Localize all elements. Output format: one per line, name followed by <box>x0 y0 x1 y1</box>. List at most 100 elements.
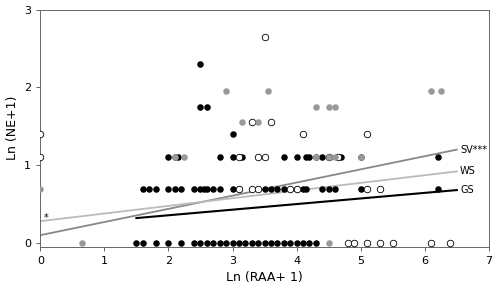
Point <box>363 132 371 136</box>
Point <box>216 155 224 160</box>
Point <box>177 187 185 192</box>
Point <box>197 62 205 66</box>
Point <box>286 187 294 192</box>
Point <box>229 241 237 245</box>
Point <box>331 104 339 109</box>
Point <box>171 187 179 192</box>
Point <box>164 155 172 160</box>
Point <box>376 187 384 192</box>
Point <box>200 187 208 192</box>
Point <box>325 241 333 245</box>
Point <box>242 241 249 245</box>
Point <box>325 187 333 192</box>
Point <box>325 155 333 160</box>
Point <box>434 155 442 160</box>
Point <box>357 155 365 160</box>
Point <box>331 187 339 192</box>
Point <box>273 187 281 192</box>
Point <box>299 132 307 136</box>
Point <box>318 155 326 160</box>
Point <box>235 241 243 245</box>
Point <box>260 187 268 192</box>
Point <box>229 132 237 136</box>
Point <box>229 187 237 192</box>
Point <box>254 187 262 192</box>
Point <box>299 241 307 245</box>
Point <box>363 241 371 245</box>
Point <box>318 187 326 192</box>
X-axis label: Ln (RAA+ 1): Ln (RAA+ 1) <box>226 271 303 284</box>
Point <box>164 187 172 192</box>
Point <box>209 187 217 192</box>
Point <box>164 241 172 245</box>
Point <box>238 155 246 160</box>
Point <box>286 241 294 245</box>
Point <box>197 241 205 245</box>
Point <box>254 155 262 160</box>
Point <box>36 132 44 136</box>
Point <box>190 187 198 192</box>
Point <box>235 155 243 160</box>
Point <box>222 89 230 94</box>
Point <box>145 187 153 192</box>
Point <box>344 241 352 245</box>
Point <box>427 241 435 245</box>
Point <box>280 241 288 245</box>
Point <box>350 241 358 245</box>
Y-axis label: Ln (NE+1): Ln (NE+1) <box>5 96 18 160</box>
Point <box>36 187 44 192</box>
Point <box>197 187 205 192</box>
Point <box>357 187 365 192</box>
Point <box>203 241 211 245</box>
Point <box>171 155 179 160</box>
Point <box>203 187 211 192</box>
Point <box>267 241 275 245</box>
Point <box>78 241 86 245</box>
Text: WS: WS <box>460 166 476 176</box>
Point <box>216 241 224 245</box>
Point <box>293 187 301 192</box>
Point <box>248 241 256 245</box>
Point <box>209 241 217 245</box>
Point <box>151 241 159 245</box>
Point <box>267 187 275 192</box>
Point <box>363 187 371 192</box>
Point <box>389 241 397 245</box>
Text: SV***: SV*** <box>460 145 487 155</box>
Point <box>254 241 262 245</box>
Point <box>222 241 230 245</box>
Point <box>312 104 320 109</box>
Point <box>325 155 333 160</box>
Point <box>338 155 346 160</box>
Point <box>293 155 301 160</box>
Point <box>229 155 237 160</box>
Point <box>264 89 272 94</box>
Point <box>331 155 339 160</box>
Point <box>437 89 445 94</box>
Point <box>36 155 44 160</box>
Point <box>302 187 310 192</box>
Point <box>180 155 188 160</box>
Point <box>197 104 205 109</box>
Point <box>446 241 454 245</box>
Point <box>177 241 185 245</box>
Text: *: * <box>43 213 48 223</box>
Point <box>305 155 313 160</box>
Point <box>299 187 307 192</box>
Point <box>293 187 301 192</box>
Point <box>305 241 313 245</box>
Point <box>280 155 288 160</box>
Point <box>151 187 159 192</box>
Point <box>427 89 435 94</box>
Point <box>293 241 301 245</box>
Point <box>325 104 333 109</box>
Point <box>235 187 243 192</box>
Point <box>216 187 224 192</box>
Point <box>260 35 268 39</box>
Point <box>357 155 365 160</box>
Point <box>312 155 320 160</box>
Text: GS: GS <box>460 185 474 195</box>
Point <box>273 241 281 245</box>
Point <box>254 120 262 125</box>
Point <box>312 155 320 160</box>
